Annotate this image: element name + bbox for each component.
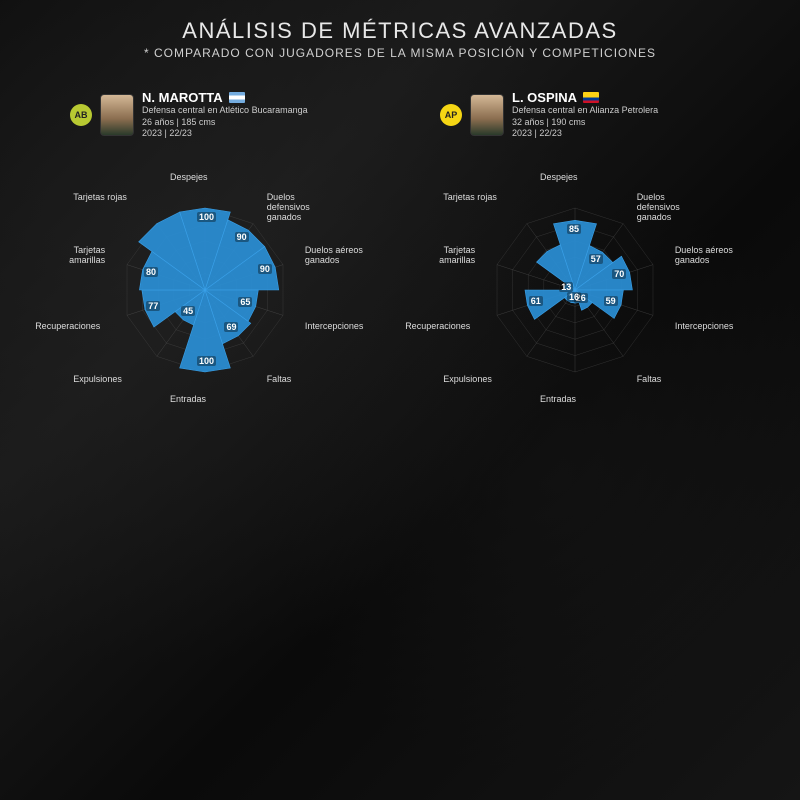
- metric-label: Duelos defensivos ganados: [637, 193, 707, 223]
- value-label: 70: [612, 269, 626, 279]
- metric-label: Faltas: [267, 375, 292, 385]
- page-title: ANÁLISIS DE MÉTRICAS AVANZADAS: [0, 18, 800, 44]
- metric-label: Duelos aéreos ganados: [305, 246, 370, 266]
- metric-label: Recuperaciones: [35, 322, 100, 332]
- value-label: 90: [235, 232, 249, 242]
- value-label: 80: [144, 267, 158, 277]
- metric-label: Expulsiones: [443, 375, 492, 385]
- metric-label: Intercepciones: [305, 322, 364, 332]
- player-avatar-1: [470, 94, 504, 136]
- player-head-0: AB N. MAROTTA Defensa central en Atlétic…: [40, 90, 390, 140]
- player-card-0: AB N. MAROTTA Defensa central en Atlétic…: [40, 90, 390, 430]
- value-label: 57: [589, 254, 603, 264]
- player-age-1: 32 años | 190 cms: [512, 117, 658, 129]
- metric-label: Faltas: [637, 375, 662, 385]
- flag-icon-1: [583, 92, 599, 103]
- metric-label: Entradas: [540, 395, 576, 405]
- metric-label: Despejes: [540, 173, 578, 183]
- metric-label: Duelos defensivos ganados: [267, 193, 337, 223]
- metric-label: Tarjetas amarillas: [35, 246, 105, 266]
- value-label: 100: [197, 212, 216, 222]
- player-avatar-0: [100, 94, 134, 136]
- value-label: 16: [567, 292, 581, 302]
- player-pos-1: Defensa central en Alianza Petrolera: [512, 105, 658, 117]
- value-label: 65: [238, 297, 252, 307]
- value-label: 100: [197, 356, 216, 366]
- metric-label: Expulsiones: [73, 375, 122, 385]
- value-label: 45: [181, 306, 195, 316]
- radar-chart-1: Despejes Duelos defensivos ganados Duelos …: [410, 150, 740, 430]
- metric-label: Recuperaciones: [405, 322, 470, 332]
- metric-label: Tarjetas amarillas: [405, 246, 475, 266]
- metric-label: Tarjetas rojas: [73, 193, 127, 203]
- header: ANÁLISIS DE MÉTRICAS AVANZADAS * COMPARA…: [0, 0, 800, 60]
- player-name-1: L. OSPINA: [512, 90, 577, 105]
- value-label: 13: [559, 282, 573, 292]
- player-head-1: AP L. OSPINA Defensa central en Alianza …: [410, 90, 760, 140]
- value-label: 85: [567, 224, 581, 234]
- players-row: AB N. MAROTTA Defensa central en Atlétic…: [0, 90, 800, 430]
- player-pos-0: Defensa central en Atlético Bucaramanga: [142, 105, 308, 117]
- team-badge-1: AP: [440, 104, 462, 126]
- player-card-1: AP L. OSPINA Defensa central en Alianza …: [410, 90, 760, 430]
- value-label: 69: [224, 322, 238, 332]
- metric-label: Despejes: [170, 173, 208, 183]
- metric-label: Duelos aéreos ganados: [675, 246, 740, 266]
- flag-icon-0: [229, 92, 245, 103]
- radar-chart-0: Despejes Duelos defensivos ganados Duelos …: [40, 150, 370, 430]
- player-age-0: 26 años | 185 cms: [142, 117, 308, 129]
- metric-label: Entradas: [170, 395, 206, 405]
- value-label: 77: [146, 301, 160, 311]
- player-season-1: 2023 | 22/23: [512, 128, 658, 140]
- value-label: 59: [604, 296, 618, 306]
- team-badge-0: AB: [70, 104, 92, 126]
- metric-label: Intercepciones: [675, 322, 734, 332]
- value-label: 90: [258, 264, 272, 274]
- page-subtitle: * COMPARADO CON JUGADORES DE LA MISMA PO…: [0, 46, 800, 60]
- player-name-0: N. MAROTTA: [142, 90, 223, 105]
- player-season-0: 2023 | 22/23: [142, 128, 308, 140]
- value-label: 61: [529, 296, 543, 306]
- metric-label: Tarjetas rojas: [443, 193, 497, 203]
